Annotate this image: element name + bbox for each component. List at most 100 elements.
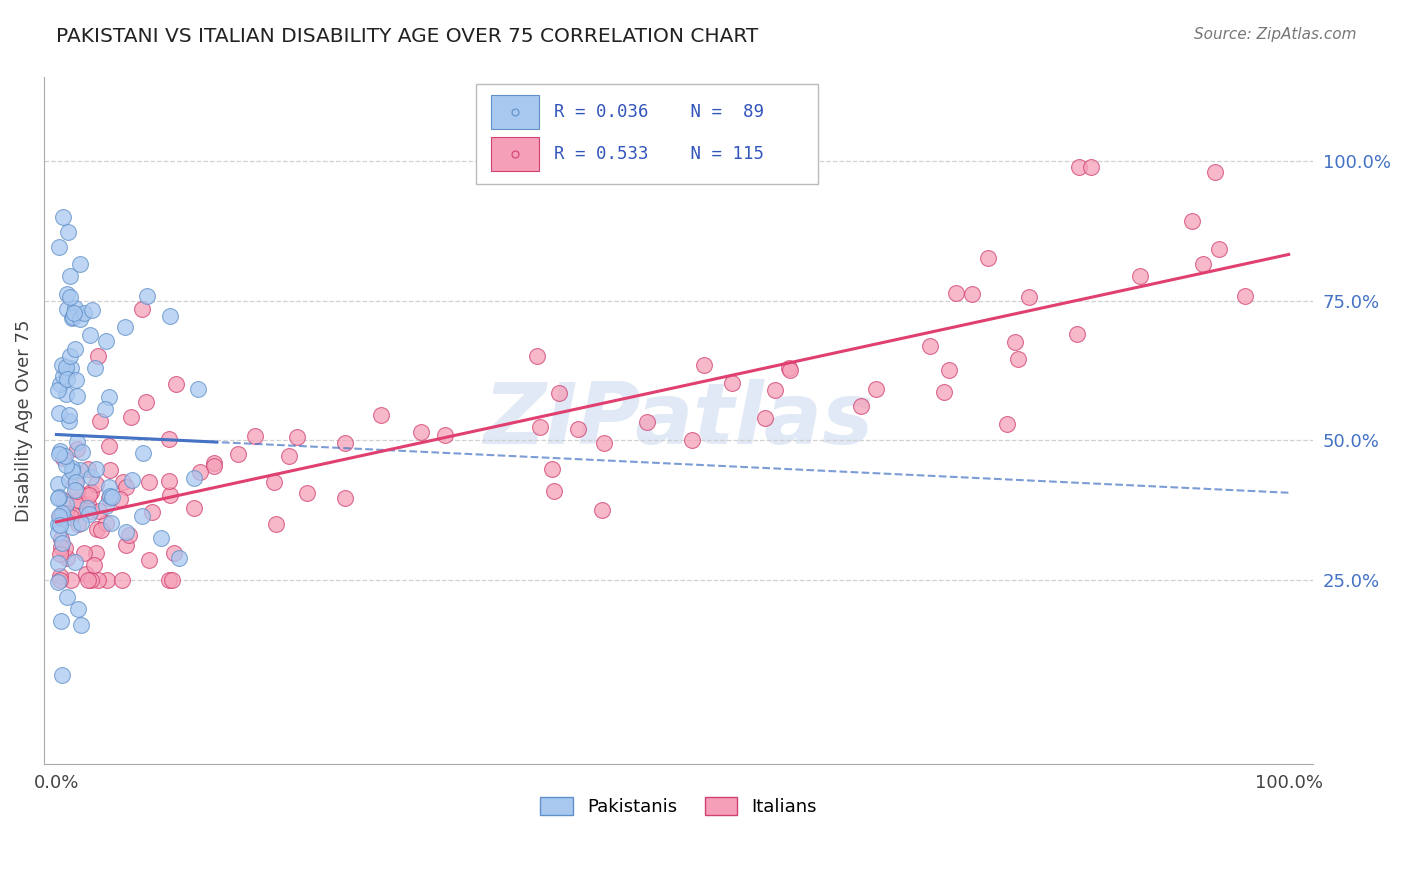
FancyBboxPatch shape — [491, 137, 538, 171]
Point — [62, 310, 84, 324]
Point — [67, 494, 90, 508]
Text: PAKISTANI VS ITALIAN DISABILITY AGE OVER 75 CORRELATION CHART: PAKISTANI VS ITALIAN DISABILITY AGE OVER… — [56, 27, 758, 45]
Text: R = 0.533    N = 115: R = 0.533 N = 115 — [554, 145, 765, 163]
Point — [60, 361, 83, 376]
Point — [1018, 290, 1040, 304]
Point — [66, 516, 89, 531]
Point — [80, 470, 103, 484]
Point — [48, 240, 70, 254]
Point — [111, 573, 134, 587]
Point — [69, 257, 91, 271]
Point — [59, 289, 82, 303]
Point — [77, 488, 100, 502]
Point — [87, 504, 110, 518]
Point — [1129, 268, 1152, 283]
Point — [48, 406, 70, 420]
Point — [115, 538, 138, 552]
Point — [46, 526, 69, 541]
Point — [202, 459, 225, 474]
Point — [995, 417, 1018, 432]
Point — [592, 503, 614, 517]
Point — [56, 551, 79, 566]
Point — [543, 484, 565, 499]
Point — [86, 522, 108, 536]
Point — [636, 415, 658, 429]
Point — [49, 532, 72, 546]
Point — [434, 427, 457, 442]
Point — [693, 358, 716, 372]
Point — [59, 573, 82, 587]
Point — [58, 414, 80, 428]
Point — [135, 394, 157, 409]
Point — [370, 408, 392, 422]
Point — [65, 373, 87, 387]
Point — [66, 389, 89, 403]
Point — [278, 449, 301, 463]
Point — [76, 501, 98, 516]
Point — [84, 477, 107, 491]
Point — [409, 425, 432, 440]
Point — [52, 450, 75, 465]
Point — [73, 546, 96, 560]
Point — [90, 523, 112, 537]
Point — [46, 491, 69, 505]
Point — [70, 445, 93, 459]
Point — [73, 305, 96, 319]
Point — [183, 470, 205, 484]
Point — [84, 546, 107, 560]
Point — [159, 474, 181, 488]
Point — [66, 484, 89, 499]
Point — [945, 286, 967, 301]
Point — [778, 360, 800, 375]
Point — [66, 492, 89, 507]
Point — [1191, 257, 1213, 271]
Point — [112, 475, 135, 490]
Point — [540, 462, 562, 476]
Point — [100, 516, 122, 530]
Point — [938, 363, 960, 377]
Point — [87, 573, 110, 587]
Y-axis label: Disability Age Over 75: Disability Age Over 75 — [15, 319, 32, 522]
Point — [150, 531, 173, 545]
Point — [84, 462, 107, 476]
Point — [80, 573, 103, 587]
Point — [65, 555, 87, 569]
Point — [62, 306, 84, 320]
Point — [96, 573, 118, 587]
Point — [77, 573, 100, 587]
Point — [60, 464, 83, 478]
Point — [49, 573, 72, 587]
Legend: Pakistanis, Italians: Pakistanis, Italians — [533, 789, 824, 823]
Point — [58, 473, 80, 487]
Point — [101, 490, 124, 504]
Point — [55, 365, 77, 379]
Point — [962, 287, 984, 301]
Point — [46, 383, 69, 397]
Point — [157, 432, 180, 446]
Point — [98, 390, 121, 404]
Point — [141, 505, 163, 519]
Point — [681, 433, 703, 447]
Point — [55, 458, 77, 472]
Point — [49, 509, 72, 524]
Point — [118, 528, 141, 542]
Point — [65, 475, 87, 489]
Point — [49, 614, 72, 628]
Point — [49, 569, 72, 583]
Point — [82, 302, 104, 317]
FancyBboxPatch shape — [475, 85, 818, 184]
Point — [55, 506, 77, 520]
Point — [60, 508, 83, 522]
Point — [1233, 289, 1256, 303]
Point — [77, 507, 100, 521]
Point — [58, 408, 80, 422]
Point — [547, 386, 569, 401]
Point — [63, 301, 86, 315]
Point — [593, 435, 616, 450]
Point — [66, 442, 89, 456]
Point — [131, 446, 153, 460]
Point — [526, 349, 548, 363]
Point — [55, 360, 77, 375]
Point — [69, 311, 91, 326]
Point — [97, 491, 120, 506]
